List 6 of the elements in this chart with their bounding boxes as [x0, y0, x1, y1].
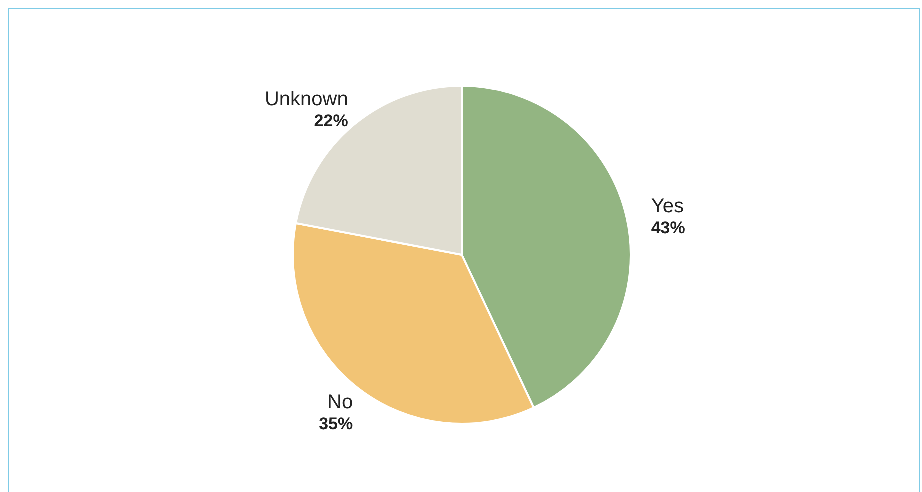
data-label: 43%	[651, 218, 686, 238]
slice-label: Yes	[651, 196, 684, 218]
data-label: 35%	[319, 414, 354, 434]
data-label: 22%	[314, 112, 348, 131]
slice-label: No	[328, 391, 354, 414]
slice-label: Unknown	[264, 88, 348, 111]
